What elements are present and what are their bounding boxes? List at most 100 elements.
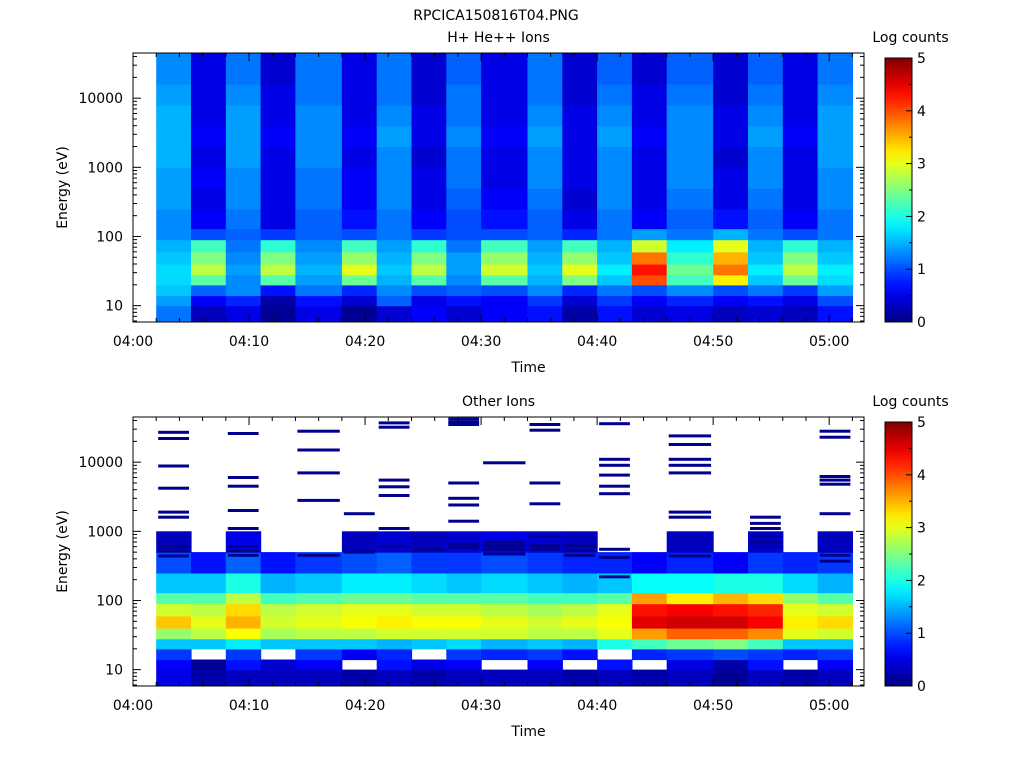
colorbar-tick-label: 3 bbox=[917, 521, 926, 537]
heatmap-cell bbox=[748, 239, 784, 253]
heatmap-cell bbox=[341, 592, 378, 605]
heatmap-cell bbox=[260, 284, 296, 297]
heatmap-cell bbox=[295, 264, 343, 276]
heatmap-cell bbox=[376, 573, 413, 594]
heatmap-cell bbox=[748, 628, 784, 640]
heatmap-cell bbox=[446, 592, 482, 605]
heatmap-cell bbox=[597, 274, 633, 286]
heatmap-cell bbox=[666, 284, 714, 297]
heatmap-cell bbox=[156, 638, 192, 650]
heatmap-cell bbox=[156, 603, 192, 617]
heatmap-cell bbox=[666, 53, 714, 85]
heatmap-cell bbox=[527, 592, 563, 605]
heatmap-cell bbox=[341, 603, 378, 617]
heatmap-cell bbox=[411, 573, 447, 594]
heatmap-cell bbox=[666, 104, 714, 127]
heatmap-cell bbox=[481, 552, 529, 574]
heatmap-cell bbox=[341, 104, 378, 127]
sparse-count-line bbox=[227, 509, 259, 512]
heatmap-cell bbox=[713, 239, 749, 253]
sparse-count-line bbox=[483, 540, 526, 544]
heatmap-cell bbox=[376, 295, 413, 307]
heatmap-cell bbox=[225, 53, 262, 85]
heatmap-cell bbox=[295, 125, 343, 148]
x-tick-label: 04:10 bbox=[229, 698, 269, 714]
heatmap-cell bbox=[631, 53, 668, 85]
heatmap-cell bbox=[562, 592, 598, 605]
heatmap-cell bbox=[376, 305, 413, 322]
heatmap-cell bbox=[748, 648, 784, 661]
heatmap-cell bbox=[225, 305, 262, 322]
heatmap-cell bbox=[666, 264, 714, 276]
heatmap-cell bbox=[527, 84, 563, 106]
heatmap-cell bbox=[260, 264, 296, 276]
heatmap-cell bbox=[156, 659, 192, 671]
heatmap-cell bbox=[597, 592, 633, 605]
sparse-count-line bbox=[668, 457, 712, 461]
heatmap-cell bbox=[481, 228, 529, 241]
heatmap-cell bbox=[191, 264, 227, 276]
heatmap-cell bbox=[446, 305, 482, 322]
heatmap-cell bbox=[376, 264, 413, 276]
heatmap-cell bbox=[713, 84, 749, 106]
heatmap-cell bbox=[156, 125, 192, 148]
colorbar-gradient bbox=[884, 57, 913, 323]
heatmap-cell bbox=[597, 264, 633, 276]
heatmap-cell bbox=[527, 552, 563, 574]
heatmap-cell bbox=[562, 239, 598, 253]
heatmap-cell bbox=[376, 84, 413, 106]
heatmap-cell bbox=[156, 573, 192, 594]
heatmap-cell bbox=[225, 603, 262, 617]
heatmap-cell bbox=[260, 239, 296, 253]
sparse-count-line bbox=[819, 482, 851, 486]
heatmap-cell bbox=[782, 264, 819, 276]
heatmap-cell bbox=[341, 573, 378, 594]
heatmap-cell bbox=[748, 188, 784, 210]
sparse-count-line bbox=[750, 527, 781, 530]
heatmap-cell bbox=[295, 284, 343, 297]
heatmap-cell bbox=[446, 228, 482, 241]
heatmap-cell bbox=[713, 146, 749, 168]
heatmap-cell bbox=[527, 209, 563, 230]
heatmap-cell bbox=[191, 167, 227, 189]
heatmap-cell bbox=[597, 669, 633, 686]
sparse-count-line bbox=[378, 425, 410, 429]
sparse-count-line bbox=[483, 552, 526, 556]
y-tick-label: 10 bbox=[105, 663, 123, 679]
heatmap-cell bbox=[527, 167, 563, 189]
heatmap-cell bbox=[411, 146, 447, 168]
sparse-count-line bbox=[343, 512, 375, 516]
sparse-count-line bbox=[599, 463, 630, 467]
heatmap-cell bbox=[446, 659, 482, 671]
heatmap-cell bbox=[225, 125, 262, 148]
heatmap-cell bbox=[376, 669, 413, 686]
heatmap-cell bbox=[713, 659, 749, 671]
heatmap-cell bbox=[817, 295, 853, 307]
heatmap-cell bbox=[225, 615, 262, 629]
heatmap-cell bbox=[631, 615, 668, 629]
heatmap-cell bbox=[817, 592, 853, 605]
x-tick-label: 05:00 bbox=[809, 698, 849, 714]
heatmap-cell bbox=[562, 104, 598, 127]
heatmap-cell bbox=[713, 552, 749, 574]
heatmap-cell bbox=[782, 84, 819, 106]
heatmap-cell bbox=[376, 146, 413, 168]
heatmap-cell bbox=[817, 209, 853, 230]
heatmap-cell bbox=[782, 669, 819, 686]
heatmap-cell bbox=[597, 659, 633, 671]
heatmap-cell bbox=[156, 53, 192, 85]
heatmap-cell bbox=[295, 638, 343, 650]
sparse-count-line bbox=[564, 548, 596, 552]
sparse-count-line bbox=[529, 481, 561, 485]
heatmap-cell bbox=[713, 188, 749, 210]
heatmap-cells bbox=[156, 53, 853, 322]
heatmap-cell bbox=[817, 659, 853, 671]
heatmap-cell bbox=[191, 305, 227, 322]
colorbar: 0 1 2 3 4 5 Log counts bbox=[872, 394, 948, 695]
heatmap-cell bbox=[597, 251, 633, 265]
sparse-count-line bbox=[378, 478, 410, 482]
heatmap-cell bbox=[748, 167, 784, 189]
heatmap-cell bbox=[156, 188, 192, 210]
heatmap-cell bbox=[597, 239, 633, 253]
sparse-count-line bbox=[378, 485, 410, 489]
